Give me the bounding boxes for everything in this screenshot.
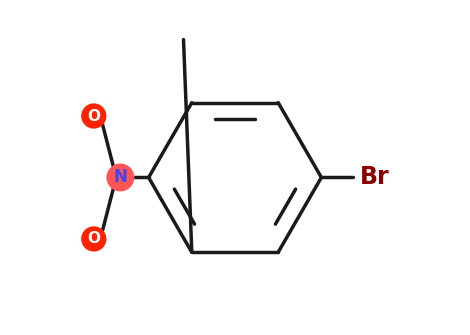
Text: Br: Br bbox=[360, 165, 389, 190]
Text: N: N bbox=[113, 169, 127, 187]
Text: O: O bbox=[87, 109, 100, 124]
Circle shape bbox=[106, 163, 134, 191]
Circle shape bbox=[81, 104, 106, 129]
Text: O: O bbox=[87, 231, 100, 247]
Circle shape bbox=[81, 226, 106, 252]
